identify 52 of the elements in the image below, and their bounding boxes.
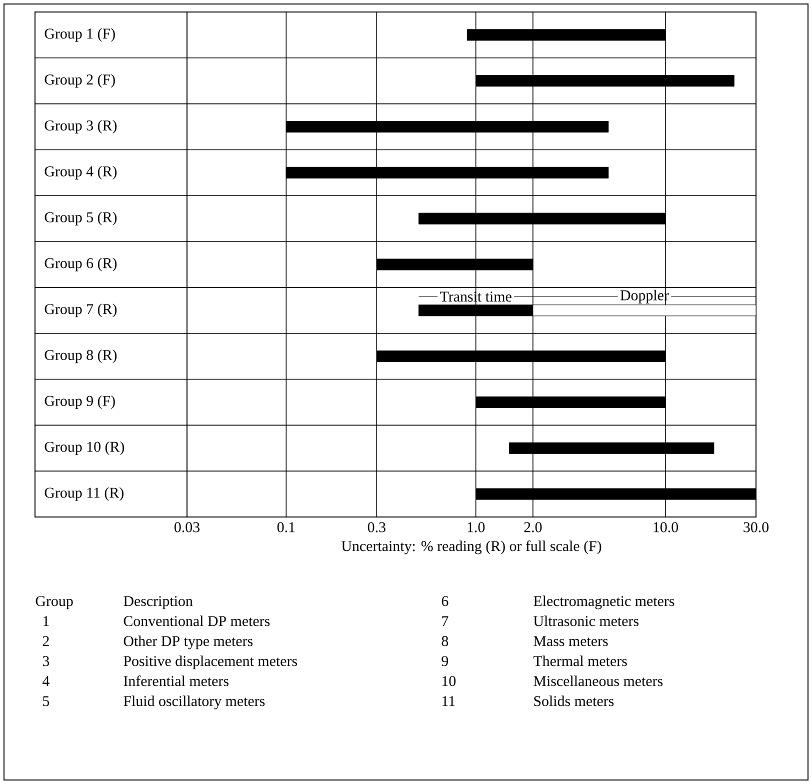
text: 6 bbox=[442, 596, 448, 606]
bar bbox=[476, 396, 666, 408]
text: 2 bbox=[42, 636, 49, 646]
text: Fluid oscillatory meters bbox=[124, 696, 265, 710]
y-tick-label: Group 9 (F) bbox=[44, 395, 115, 409]
y-tick-label: Group 7 (R) bbox=[44, 304, 117, 318]
text: Inferential meters bbox=[124, 675, 228, 686]
x-tick-label: 2.0 bbox=[524, 522, 542, 532]
bar bbox=[466, 29, 666, 41]
y-tick-label: Group 5 (R) bbox=[44, 212, 117, 226]
bar bbox=[508, 442, 714, 454]
text: 1 bbox=[44, 616, 49, 626]
text: 8 bbox=[442, 636, 448, 646]
text: Description bbox=[124, 596, 193, 610]
text: Mass meters bbox=[534, 636, 608, 646]
text: Miscellaneous meters bbox=[534, 676, 663, 686]
text: 9 bbox=[442, 656, 448, 666]
x-tick-label: 0.1 bbox=[277, 522, 295, 532]
bar bbox=[286, 166, 609, 178]
y-tick-label: Group 4 (R) bbox=[44, 166, 117, 180]
x-tick-label: 1.0 bbox=[468, 522, 485, 532]
bar bbox=[376, 258, 534, 270]
y-tick-label: Group 1 (F) bbox=[44, 28, 115, 42]
text: Thermal meters bbox=[533, 656, 627, 666]
y-tick-label: Group 8 (R) bbox=[44, 350, 117, 364]
x-axis-title: Uncertainty: % reading (R) or full scale (F) bbox=[342, 540, 602, 554]
y-tick-label: Group 2 (F) bbox=[44, 74, 115, 88]
text: Positive displacement meters bbox=[124, 656, 297, 670]
x-tick-label: 10.0 bbox=[654, 522, 678, 532]
bar bbox=[376, 350, 666, 362]
text: 7 bbox=[442, 616, 448, 626]
y-tick-label: Group 11 (R) bbox=[44, 487, 124, 501]
y-tick-label: Group 6 (R) bbox=[44, 258, 117, 272]
x-tick-label: 30.0 bbox=[744, 522, 769, 532]
x-tick-label: 0.3 bbox=[368, 522, 386, 532]
text: Conventional DP meters bbox=[124, 616, 270, 626]
text: 5 bbox=[43, 696, 50, 706]
text: Other DP type meters bbox=[124, 636, 253, 650]
bar bbox=[286, 120, 609, 133]
bar bbox=[418, 212, 666, 224]
text: Solids meters bbox=[534, 696, 614, 706]
bar bbox=[476, 75, 734, 87]
text: Ultrasonic meters bbox=[534, 616, 638, 626]
x-tick-label: 0.03 bbox=[174, 522, 200, 532]
y-tick-label: Group 10 (R) bbox=[44, 441, 124, 455]
text: Group bbox=[36, 596, 73, 610]
y-tick-label: Group 3 (R) bbox=[44, 120, 117, 134]
text: 3 bbox=[42, 656, 50, 666]
text: 4 bbox=[42, 676, 50, 686]
text: Electromagnetic meters bbox=[534, 596, 674, 610]
text: 10 bbox=[442, 676, 456, 686]
text: 11 bbox=[442, 696, 455, 706]
